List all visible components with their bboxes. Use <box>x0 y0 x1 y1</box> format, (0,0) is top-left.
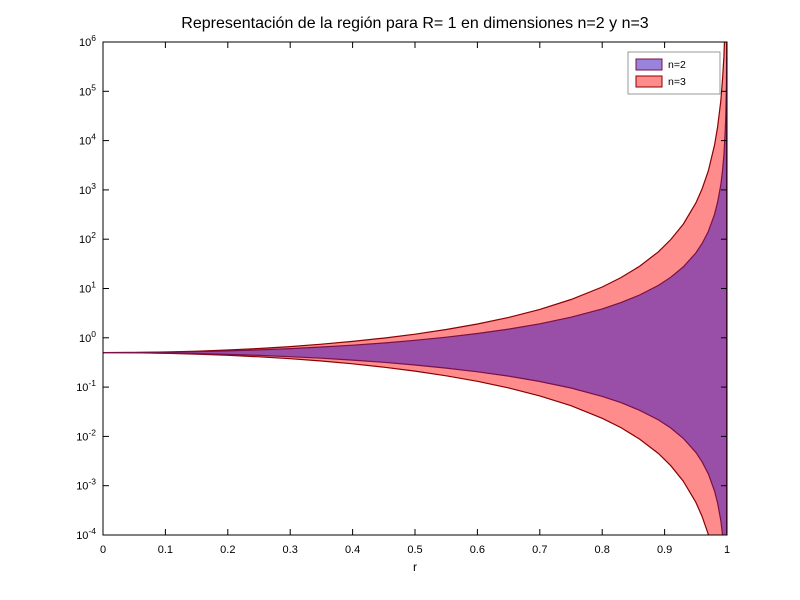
legend-swatch-n3 <box>635 75 663 88</box>
legend-swatch-n2 <box>635 58 663 71</box>
region-n=2 <box>103 56 727 535</box>
x-tick-labels: 0 0.1 0.2 0.3 0.4 0.5 0.6 0.7 0.8 0.9 1 <box>100 544 730 556</box>
x-tick-label: 0.4 <box>345 544 360 556</box>
y-tick-label: 105 <box>79 82 96 98</box>
x-tick-label: 0.2 <box>220 544 235 556</box>
x-tick-label: 1 <box>724 544 730 556</box>
x-tick-label: 0.7 <box>532 544 547 556</box>
plot-title: Representación de la región para R= 1 en… <box>181 15 649 32</box>
y-tick-label: 10-1 <box>76 378 96 394</box>
axis-ticks <box>102 41 728 536</box>
y-tick-label: 10-4 <box>76 526 96 542</box>
x-tick-label: 0 <box>100 544 106 556</box>
x-tick-label: 0.1 <box>158 544 173 556</box>
y-tick-label: 101 <box>79 280 96 296</box>
y-tick-labels: 10-4 10-3 10-2 10-1 100 101 102 103 104 105 106 <box>76 33 96 542</box>
y-tick-label: 10-2 <box>76 427 96 443</box>
y-tick-label: 102 <box>79 230 96 246</box>
y-tick-label: 104 <box>79 132 96 148</box>
y-tick-label: 10-3 <box>76 477 96 493</box>
y-tick-label: 100 <box>79 329 96 345</box>
legend: n=2 n=3 <box>627 51 721 95</box>
legend-label-n2: n=2 <box>668 59 686 71</box>
y-tick-label: 106 <box>79 33 96 49</box>
x-tick-label: 0.9 <box>657 544 672 556</box>
x-tick-label: 0.5 <box>407 544 422 556</box>
x-tick-label: 0.3 <box>283 544 298 556</box>
y-tick-label: 103 <box>79 181 96 197</box>
x-tick-label: 0.8 <box>595 544 610 556</box>
x-axis-label: r <box>413 560 417 574</box>
legend-label-n3: n=3 <box>668 76 686 88</box>
x-tick-label: 0.6 <box>470 544 485 556</box>
